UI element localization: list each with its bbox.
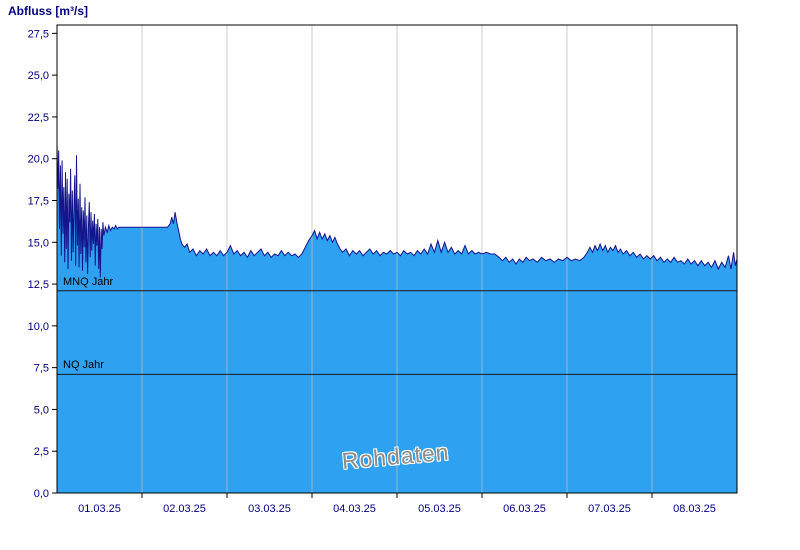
x-tick-label: 08.03.25 <box>673 503 716 515</box>
y-tick-label: 5,0 <box>34 404 49 416</box>
y-tick-label: 22,5 <box>28 112 49 124</box>
x-tick-label: 05.03.25 <box>418 503 461 515</box>
x-tick-label: 03.03.25 <box>248 503 291 515</box>
x-tick-label: 07.03.25 <box>588 503 631 515</box>
y-tick-label: 10,0 <box>28 321 49 333</box>
series-line <box>56 143 738 278</box>
chart-title: Abfluss [m³/s] <box>8 4 89 18</box>
y-tick-label: 17,5 <box>28 196 49 208</box>
y-tick-label: 20,0 <box>28 154 49 166</box>
y-tick-label: 0,0 <box>34 488 49 500</box>
x-tick-label: 02.03.25 <box>163 503 206 515</box>
y-tick-label: 2,5 <box>34 446 49 458</box>
x-tick-label: 04.03.25 <box>333 503 376 515</box>
y-tick-label: 7,5 <box>34 363 49 375</box>
plot-border <box>56 24 738 494</box>
y-tick-label: 27,5 <box>28 28 49 40</box>
x-tick-label: 06.03.25 <box>503 503 546 515</box>
nq-jahr-label: NQ Jahr <box>63 359 104 371</box>
y-tick-label: 15,0 <box>28 237 49 249</box>
y-tick-label: 12,5 <box>28 279 49 291</box>
mnq-jahr-label: MNQ Jahr <box>63 276 114 288</box>
y-tick-label: 25,0 <box>28 70 49 82</box>
x-tick-label: 01.03.25 <box>78 503 121 515</box>
